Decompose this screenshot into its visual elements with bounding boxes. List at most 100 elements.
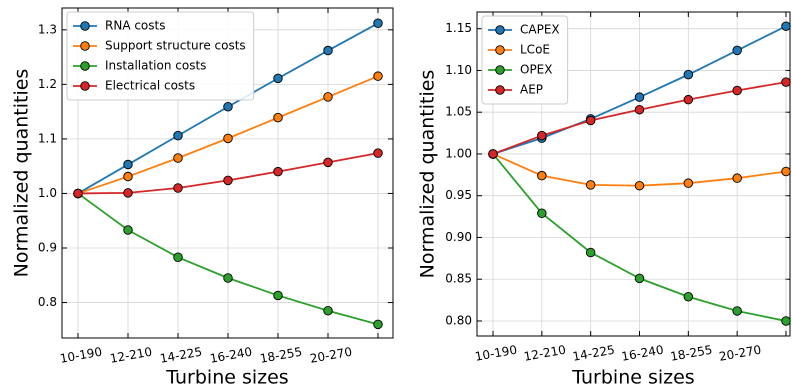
legend-marker [495,85,505,95]
y-tick-label: 1.15 [445,21,472,35]
data-point [781,77,791,87]
data-point [223,175,233,186]
x-tick-label: 14-225 [159,345,203,366]
data-point [123,159,133,170]
data-point [373,71,383,81]
data-point [223,273,233,283]
legend-label: OPEX [520,63,552,77]
data-point [373,18,383,29]
x-tick-label: 12-210 [523,343,567,364]
x-tick-label: 20-270 [309,345,353,366]
legend-frame [481,15,569,105]
panel: 0.8 0.9 1.0 1.1 1.2 1.3 10-190 12-210 14-225 16-2… [11,7,394,389]
data-point [323,305,333,316]
data-point [123,188,133,198]
data-point [323,157,333,168]
y-axis-label: Normalized quantities [11,69,33,278]
legend-label: Installation costs [105,59,206,73]
y-tick-label: 1.10 [445,63,472,77]
y-tick-label: 1.05 [445,105,472,119]
data-point [781,316,791,326]
legend-label: AEP [520,83,543,97]
data-point [732,45,742,56]
legend-marker [495,45,505,55]
data-point [373,148,383,158]
panel: 0.80 0.85 0.90 0.95 1.00 1.05 1.10 1.15 10-190 12… [417,11,791,389]
x-tick-label: 16-240 [620,343,664,364]
data-point [373,319,383,330]
data-point [223,133,233,144]
data-point [732,306,742,316]
legend-marker [495,25,505,35]
y-axis-label: Normalized quantities [417,70,439,279]
y-tick-label: 0.80 [445,313,472,327]
y-tick-label: 0.90 [445,230,472,244]
y-tick-label: 1.2 [38,77,57,91]
y-tick-label: 1.3 [38,22,57,36]
legend-label: CAPEX [520,23,560,37]
y-tick-label: 0.8 [38,295,57,309]
x-tick-label: 16-240 [209,345,253,366]
x-tick-label: 10-190 [474,343,518,364]
y-tick-label: 0.95 [445,188,472,202]
data-point [732,85,742,96]
x-tick-label: 18-255 [259,345,303,366]
data-point [123,171,133,182]
data-point [73,188,83,199]
data-point [173,153,183,163]
data-point [634,273,645,284]
data-point [273,73,283,84]
data-point [683,292,694,302]
x-axis-label: Turbine sizes [571,367,694,389]
data-point [634,104,645,115]
data-point [781,166,791,177]
y-tick-label: 1.1 [38,131,57,145]
x-tick-label: 14-225 [571,343,615,364]
legend-label: Electrical costs [105,79,195,93]
legend-frame [66,11,255,101]
data-point [173,252,183,263]
legend-marker [495,65,505,75]
y-tick-label: 0.9 [38,241,57,255]
data-point [488,149,498,159]
y-tick-label: 1.00 [445,146,472,160]
legend-label: Support structure costs [105,39,246,53]
plot-frame [61,7,394,339]
data-point [585,180,596,190]
data-point [223,101,233,112]
data-point [537,170,547,181]
data-point [634,92,645,102]
data-point [537,130,547,141]
y-tick-label: 1.0 [38,186,57,200]
data-point [585,115,596,126]
x-tick-label: 18-255 [669,343,713,364]
data-point [273,166,283,177]
data-point [732,173,742,183]
data-point [634,180,645,191]
data-point [683,94,694,105]
data-point [537,208,547,218]
data-point [123,225,133,235]
x-tick-label: 10-190 [59,345,103,366]
data-point [273,290,283,301]
legend-marker [80,21,90,31]
legend-label: LCoE [520,43,550,57]
data-point [173,183,183,193]
legend-label: RNA costs [105,19,166,33]
data-point [323,92,333,102]
data-point [683,178,694,188]
data-point [323,45,333,56]
legend-marker [80,41,90,51]
x-tick-label: 20-270 [718,343,762,364]
y-tick-label: 0.85 [445,272,472,286]
x-tick-label: 12-210 [109,345,153,366]
data-point [781,21,791,31]
data-point [173,130,183,141]
x-axis-label: Turbine sizes [165,367,288,389]
legend-marker [80,81,90,91]
data-point [683,69,694,80]
data-point [585,247,596,258]
data-point [273,112,283,123]
legend-marker [80,61,90,71]
